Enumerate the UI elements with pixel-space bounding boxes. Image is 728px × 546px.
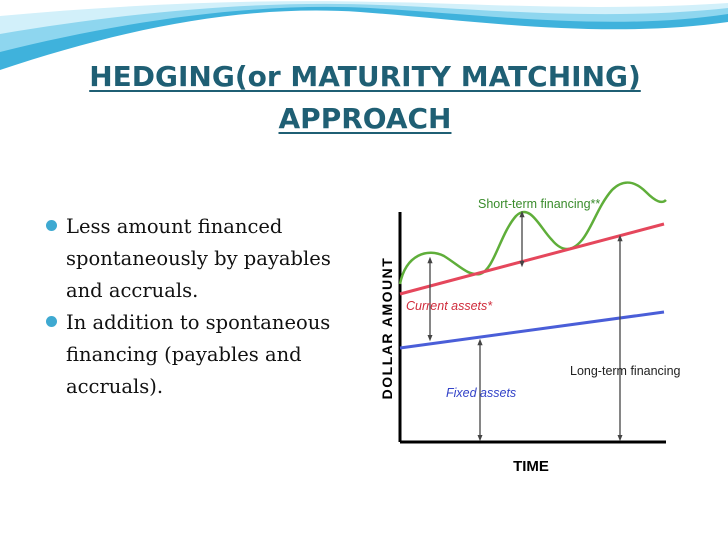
short-term-label: Short-term financing** — [478, 197, 600, 211]
financing-diagram-svg: DOLLAR AMOUNT TIME Short-term financing*… — [366, 176, 682, 482]
slide-title-line2: APPROACH — [278, 102, 452, 135]
bullet-dot-icon — [46, 316, 57, 327]
long-term-label: Long-term financing — [570, 364, 681, 378]
current-assets-label: Current assets* — [406, 299, 493, 313]
total-assets-curve — [398, 181, 667, 285]
y-axis-label: DOLLAR AMOUNT — [379, 257, 395, 400]
bullet-dot-icon — [46, 220, 57, 231]
fixed-assets-label: Fixed assets — [446, 386, 516, 400]
bullet-item: In addition to spontaneous financing (pa… — [46, 307, 346, 403]
wave-banner — [0, 0, 728, 70]
x-axis-label: TIME — [513, 458, 549, 475]
bullet-item: Less amount financed spontaneously by pa… — [46, 211, 346, 307]
slide-title: HEDGING(or MATURITY MATCHING) APPROACH — [40, 56, 690, 140]
diagram-background — [366, 176, 682, 482]
bullet-text: In addition to spontaneous financing (pa… — [66, 311, 331, 398]
financing-diagram: DOLLAR AMOUNT TIME Short-term financing*… — [366, 176, 682, 482]
bullet-text: Less amount financed spontaneously by pa… — [66, 215, 331, 302]
bullet-list: Less amount financed spontaneously by pa… — [46, 211, 346, 403]
slide-title-line1: HEDGING(or MATURITY MATCHING) — [89, 60, 641, 93]
